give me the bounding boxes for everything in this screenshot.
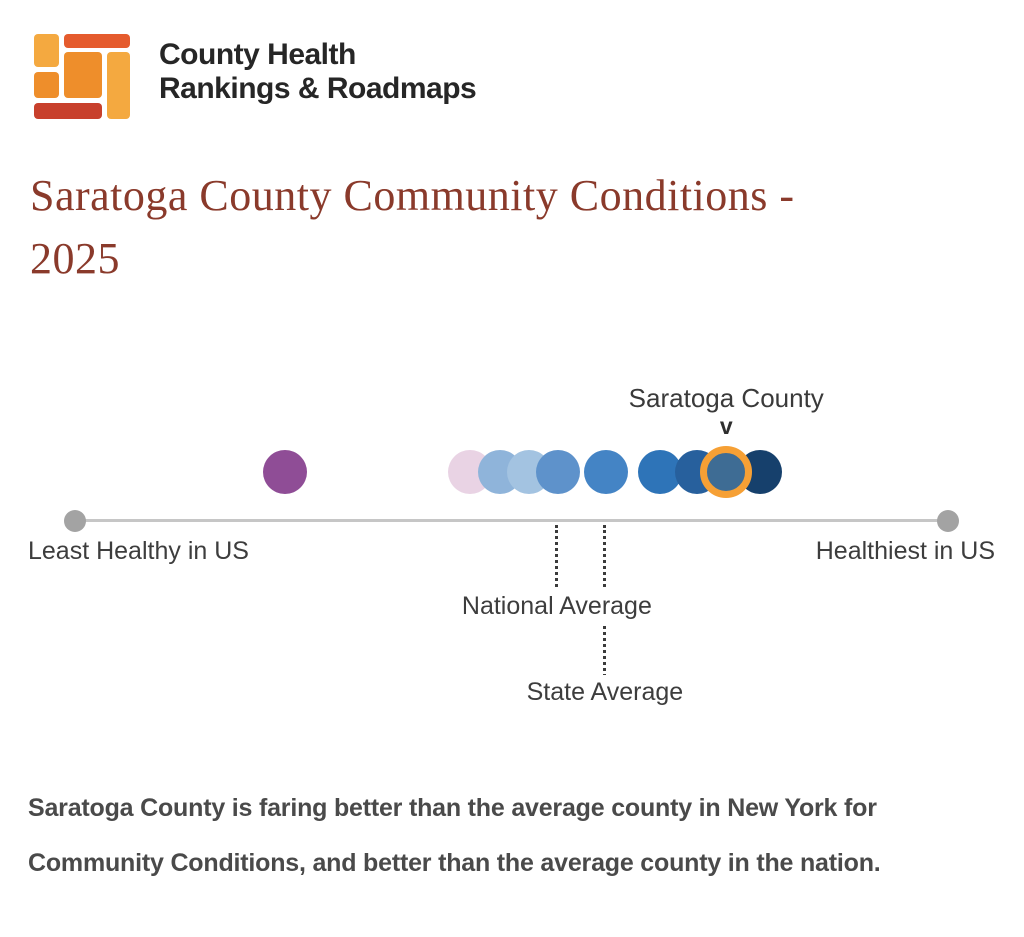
page-title-line1: Saratoga County Community Conditions - bbox=[30, 171, 795, 220]
page-title-line2: 2025 bbox=[30, 234, 120, 283]
logo-wordmark-line1: County Health bbox=[159, 38, 356, 71]
saratoga-county-bubble[interactable] bbox=[700, 446, 753, 498]
county-callout-label: Saratoga County bbox=[628, 383, 824, 413]
county-bubble-purple[interactable] bbox=[262, 450, 307, 494]
county-bubble-blue-2[interactable] bbox=[583, 450, 628, 494]
national-average-line bbox=[555, 525, 559, 587]
county-bubble-blue-1[interactable] bbox=[535, 450, 580, 494]
logo-block-red-bottom-bar bbox=[34, 102, 102, 120]
logo-block-amber-top-left bbox=[34, 33, 60, 68]
axis-label-healthiest: Healthiest in US bbox=[815, 537, 995, 565]
logo-block-amber-right-bar bbox=[106, 52, 130, 120]
community-conditions-rank-chart: Saratoga County v Least Healthy in US He… bbox=[0, 373, 1024, 718]
header: County Health Rankings & Roadmaps bbox=[0, 0, 1024, 123]
state-average-label: State Average bbox=[518, 675, 692, 710]
axis-line bbox=[75, 519, 948, 522]
logo-wordmark-line2: Rankings & Roadmaps bbox=[159, 72, 477, 105]
logo-wordmark: County Health Rankings & Roadmaps bbox=[159, 30, 477, 106]
chevron-down-icon: v bbox=[719, 413, 733, 439]
logo-block-redorange-top-bar bbox=[64, 33, 130, 48]
axis-endpoint-right-icon bbox=[937, 510, 959, 532]
logo-block-orange-left bbox=[34, 71, 60, 98]
axis-endpoint-left-icon bbox=[64, 510, 86, 532]
summary-text: Saratoga County is faring better than th… bbox=[28, 794, 881, 877]
logo-block-orange-center bbox=[64, 52, 102, 98]
page-title: Saratoga County Community Conditions - 20… bbox=[30, 164, 1024, 290]
axis-label-least-healthy: Least Healthy in US bbox=[28, 537, 249, 565]
county-health-rankings-logo-icon[interactable] bbox=[30, 30, 134, 123]
national-average-label: National Average bbox=[453, 589, 660, 624]
